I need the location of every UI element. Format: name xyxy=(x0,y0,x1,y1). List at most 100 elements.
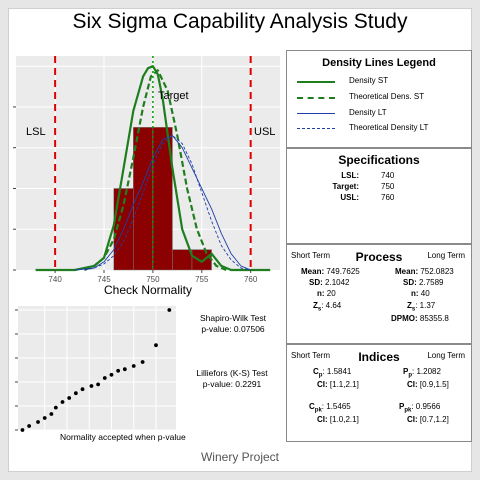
qq-point xyxy=(154,343,158,348)
target-label: Target xyxy=(158,90,189,102)
pp-value: : 1.2082 xyxy=(412,367,441,376)
lt-mean-key: Mean: xyxy=(395,267,419,276)
legend-swatch-theoretical-st xyxy=(297,97,335,99)
lt-dpmo: DPMO: 85355.8 xyxy=(391,314,449,323)
cp-sub: p xyxy=(318,372,323,379)
histogram-bar xyxy=(152,127,173,271)
density-line-theoretical-density-lt xyxy=(84,135,251,271)
lt-z-sub: s xyxy=(411,306,416,313)
lilliefors-test-name: Lilliefors (K-S) Test xyxy=(196,368,268,378)
x-tick-label: 740 xyxy=(48,275,62,284)
st-z-sub: s xyxy=(317,306,322,313)
indices-long-term-label: Long Term xyxy=(427,351,465,360)
x-tick-label: 745 xyxy=(97,275,111,284)
qq-point xyxy=(96,382,101,387)
lt-dpmo-key: DPMO: xyxy=(391,314,418,323)
qq-point xyxy=(20,428,25,432)
x-tick-label: 760 xyxy=(244,275,258,284)
st-z-key: Z xyxy=(313,301,318,310)
process-title: Process xyxy=(355,250,403,264)
legend-swatch-density-st xyxy=(297,81,335,83)
x-axis-label: Check Normality xyxy=(104,283,192,297)
cpk-ci-key: CI: xyxy=(317,415,328,424)
legend-swatch-density-lt xyxy=(297,113,335,114)
histogram-bar xyxy=(172,249,193,271)
ppk-value: : 0.9566 xyxy=(411,402,441,411)
cp-ci-value: [1.1,2.1] xyxy=(329,380,359,389)
qq-point xyxy=(89,384,94,388)
footer-text: Winery Project xyxy=(200,450,280,464)
lilliefors-p-value: p-value: 0.2291 xyxy=(202,379,262,389)
qq-point xyxy=(122,367,127,372)
pp-key: P xyxy=(403,367,409,376)
st-sd-key: SD: xyxy=(309,278,323,287)
cp-value: : 1.5841 xyxy=(322,367,352,376)
qq-point xyxy=(73,391,78,396)
cpk-index: Cpk: 1.5465 xyxy=(309,402,351,414)
legend-label-theoretical-lt: Theoretical Density LT xyxy=(349,123,429,132)
st-mean: Mean: 749.7625 xyxy=(301,267,360,276)
spec-usl-key: USL: xyxy=(340,193,359,202)
lt-n: n: 40 xyxy=(411,289,430,298)
x-tick-label: 755 xyxy=(195,275,209,284)
qq-point xyxy=(27,424,32,428)
lt-mean: Mean: 752.0823 xyxy=(395,267,454,276)
lt-n-value: 40 xyxy=(420,289,430,298)
indices-short-term-label: Short Term xyxy=(291,351,330,360)
pp-ci-key: CI: xyxy=(407,380,418,389)
qq-point xyxy=(80,387,85,392)
histogram-chart: 740 745 750 755 760 LSL USL Target Check Nor… xyxy=(13,56,280,297)
process-long-term-label: Long Term xyxy=(427,251,465,260)
lt-z-value: : 1.37 xyxy=(415,301,436,310)
spec-lsl-value: 740 xyxy=(381,171,395,180)
shapiro-p-value: p-value: 0.07506 xyxy=(201,324,265,334)
indices-box: Short Term Indices Long Term Cp: 1.5841 … xyxy=(286,344,472,442)
cpk-key: C xyxy=(309,402,315,411)
cp-ci: CI: [1.1,2.1] xyxy=(317,380,359,389)
lsl-label: LSL xyxy=(26,126,46,138)
cpk-ci: CI: [1.0,2.1] xyxy=(317,415,359,424)
qq-point xyxy=(109,372,114,377)
st-z-value: : 4.64 xyxy=(321,301,342,310)
qq-point xyxy=(60,400,65,404)
ppk-ci: CI: [0.7,1.2] xyxy=(407,415,449,424)
lt-z: Zs: 1.37 xyxy=(407,301,435,313)
lt-n-key: n: xyxy=(411,289,419,298)
density-line-density-st xyxy=(35,65,271,272)
qq-point xyxy=(67,396,72,400)
cpk-sub: pk xyxy=(314,407,322,414)
pp-index: Pp: 1.2082 xyxy=(403,367,441,379)
specifications-box: Specifications LSL: 740 Target: 750 USL:… xyxy=(286,148,472,244)
pp-ci: CI: [0.9,1.5] xyxy=(407,380,449,389)
st-n: n: 20 xyxy=(317,289,336,298)
cp-key: C xyxy=(313,367,319,376)
specifications-title: Specifications xyxy=(338,153,420,167)
shapiro-test: Shapiro-Wilk Test p-value: 0.07506 xyxy=(188,313,278,335)
ppk-ci-key: CI: xyxy=(407,415,418,424)
density-line-density-lt xyxy=(74,135,251,271)
legend-title: Density Lines Legend xyxy=(322,57,436,69)
legend-box: Density Lines Legend Density ST Theoreti… xyxy=(286,50,472,148)
histogram-bar xyxy=(191,249,212,271)
qq-point xyxy=(131,364,136,368)
density-line-theoretical-dens-st xyxy=(83,69,227,272)
qq-point xyxy=(167,308,172,312)
lilliefors-test: Lilliefors (K-S) Test p-value: 0.2291 xyxy=(184,368,280,390)
qq-point xyxy=(42,416,47,420)
lt-sd-key: SD: xyxy=(403,278,417,287)
ppk-sub: pk xyxy=(404,407,412,414)
page-title: Six Sigma Capability Analysis Study xyxy=(72,10,408,33)
qq-plot: Normality accepted when p-value > 0.05 xyxy=(15,306,188,442)
st-sd: SD: 2.1042 xyxy=(309,278,349,287)
ppk-index: Ppk: 0.9566 xyxy=(399,402,440,414)
indices-title: Indices xyxy=(358,350,400,364)
qq-point xyxy=(140,360,145,364)
legend-label-density-lt: Density LT xyxy=(349,108,387,117)
spec-lsl-key: LSL: xyxy=(341,171,359,180)
spec-target-value: 750 xyxy=(381,182,395,191)
cp-index: Cp: 1.5841 xyxy=(313,367,351,379)
shapiro-test-name: Shapiro-Wilk Test xyxy=(200,313,266,323)
legend-label-theoretical-st: Theoretical Dens. ST xyxy=(349,92,425,101)
normality-note: Normality accepted when p-value > 0.05 xyxy=(60,432,188,442)
st-mean-value: 749.7625 xyxy=(326,267,360,276)
